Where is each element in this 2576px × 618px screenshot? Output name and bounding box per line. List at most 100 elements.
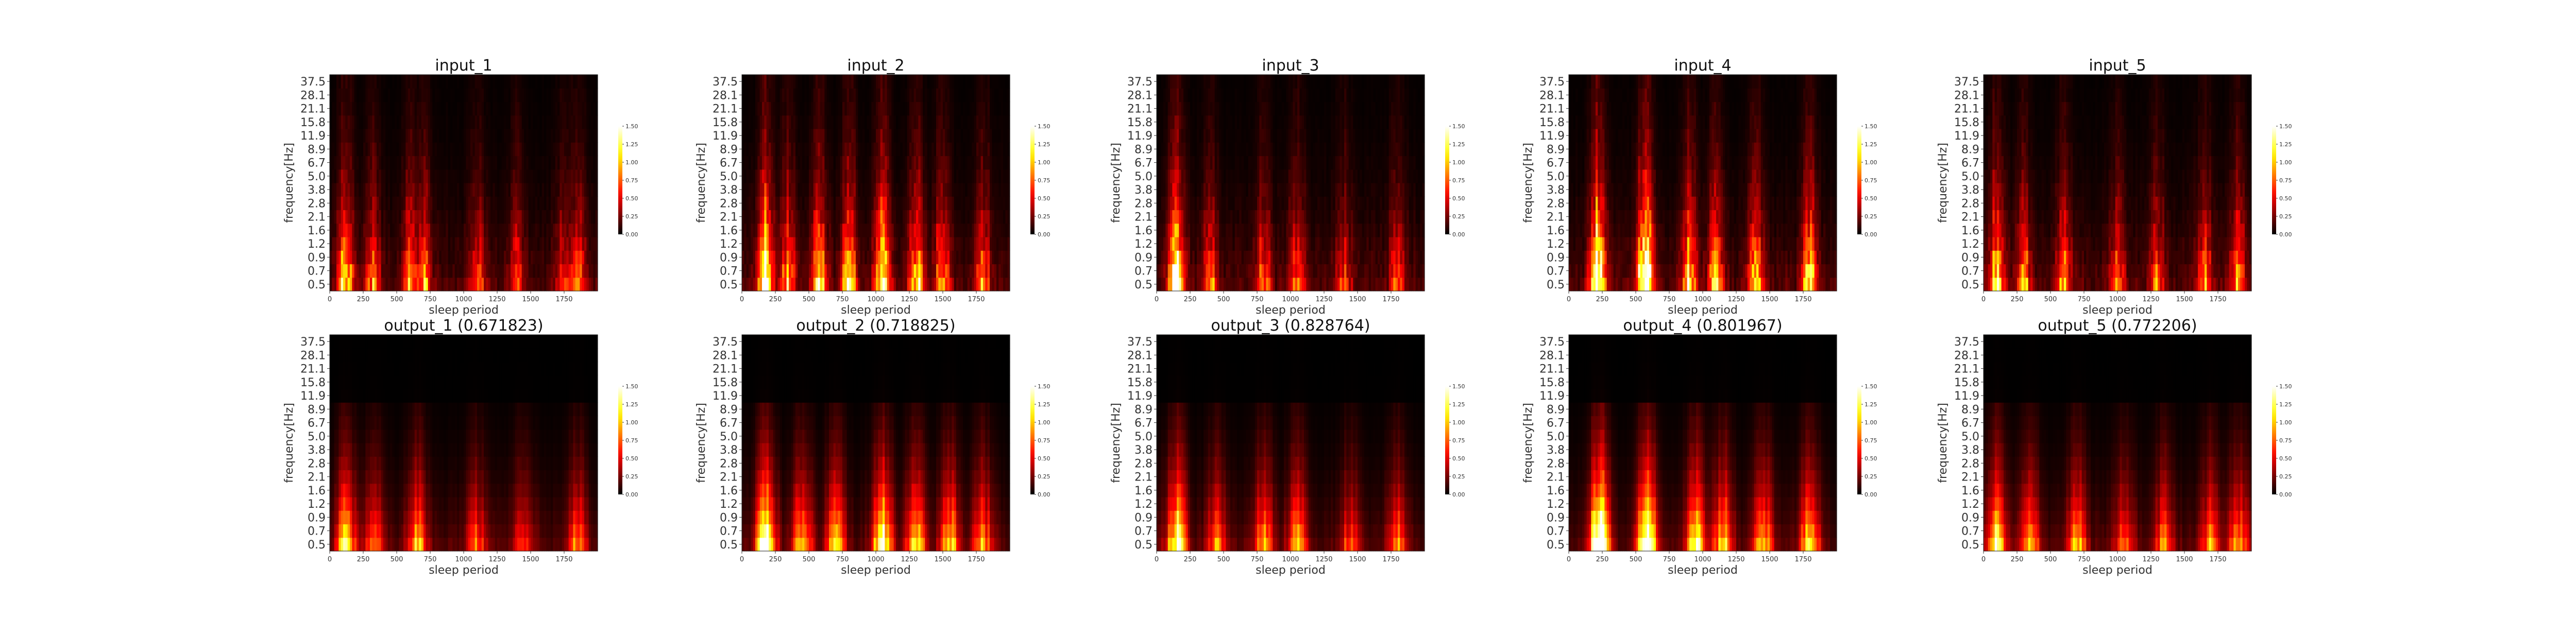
- heatmap-cell: [789, 183, 791, 197]
- heatmap-cell: [985, 250, 988, 265]
- heatmap-cell: [397, 237, 399, 251]
- heatmap-cell: [580, 277, 583, 291]
- heatmap-cell: [818, 75, 821, 89]
- heatmap-cell: [446, 142, 449, 157]
- heatmap-cell: [746, 264, 749, 278]
- heatmap-cell: [1206, 115, 1209, 129]
- heatmap-cell: [421, 223, 424, 237]
- heatmap-cell: [535, 129, 538, 143]
- heatmap-cell: [1157, 250, 1159, 265]
- colorbar-tick-label: 1.25: [1038, 141, 1050, 148]
- heatmap-cell: [513, 237, 516, 251]
- heatmap-cell: [562, 129, 565, 143]
- y-tick-label: 2.8: [308, 197, 326, 210]
- heatmap-cell: [564, 183, 567, 197]
- heatmap-cell: [923, 223, 925, 237]
- heatmap-cell: [454, 88, 457, 102]
- heatmap-cell: [564, 129, 567, 143]
- heatmap-cell: [853, 169, 856, 183]
- heatmap-cell: [826, 250, 829, 265]
- heatmap-cell: [1188, 129, 1191, 143]
- heatmap-cell: [742, 237, 744, 251]
- heatmap-cell: [551, 277, 553, 291]
- heatmap-cell: [762, 169, 765, 183]
- heatmap-cell: [434, 183, 437, 197]
- heatmap-cell: [851, 129, 854, 143]
- heatmap-cell: [1185, 183, 1189, 197]
- heatmap-cell: [846, 156, 850, 170]
- heatmap-cell: [432, 101, 435, 116]
- heatmap-cell: [593, 210, 596, 224]
- heatmap-cell: [806, 156, 809, 170]
- heatmap-cell: [345, 142, 348, 157]
- heatmap-cell: [742, 88, 744, 102]
- heatmap-cell: [746, 250, 749, 265]
- heatmap-cell: [1284, 88, 1286, 102]
- heatmap-cell: [470, 129, 473, 143]
- heatmap-cell: [813, 129, 816, 143]
- heatmap-cell: [974, 264, 977, 278]
- heatmap-cell: [521, 75, 524, 89]
- heatmap-cell: [352, 210, 355, 224]
- heatmap-cell: [800, 129, 803, 143]
- heatmap-cell: [332, 115, 335, 129]
- heatmap-cell: [844, 277, 848, 291]
- heatmap-cell: [1270, 237, 1273, 251]
- heatmap-cell: [822, 250, 825, 265]
- heatmap-cell: [521, 183, 524, 197]
- heatmap-cell: [920, 75, 923, 89]
- heatmap-cell: [952, 169, 955, 183]
- y-tick-label: 21.1: [713, 103, 738, 116]
- heatmap-cell: [578, 129, 580, 143]
- heatmap-cell: [789, 129, 791, 143]
- heatmap-cell: [459, 264, 462, 278]
- y-axis-label: frequency[Hz]: [695, 143, 708, 223]
- heatmap-cell: [1273, 237, 1276, 251]
- heatmap-cell: [976, 142, 979, 157]
- heatmap-cell: [978, 223, 981, 237]
- heatmap-cell: [1172, 196, 1175, 211]
- heatmap-cell: [753, 223, 756, 237]
- heatmap-cell: [1284, 277, 1286, 291]
- heatmap-cell: [454, 196, 457, 211]
- heatmap-cell: [829, 196, 832, 211]
- heatmap-cell: [472, 115, 476, 129]
- heatmap-cell: [911, 88, 914, 102]
- heatmap-cell: [891, 237, 894, 251]
- heatmap-cell: [1270, 277, 1273, 291]
- heatmap-cell: [454, 129, 457, 143]
- heatmap-cell: [430, 196, 433, 211]
- heatmap-cell: [1270, 169, 1273, 183]
- heatmap-cell: [1161, 183, 1164, 197]
- heatmap-cell: [903, 264, 905, 278]
- heatmap-cell: [450, 277, 453, 291]
- heatmap-cell: [468, 210, 471, 224]
- heatmap-cell: [896, 264, 899, 278]
- heatmap-cell: [568, 250, 571, 265]
- heatmap-cell: [789, 223, 791, 237]
- heatmap-cell: [575, 142, 578, 157]
- heatmap-cell: [800, 264, 803, 278]
- x-tick-label: 1250: [488, 296, 505, 303]
- heatmap-cell: [771, 210, 774, 224]
- heatmap-cell: [963, 169, 965, 183]
- heatmap-cell: [504, 237, 506, 251]
- colorbar-tick-label: 1.50: [625, 123, 638, 130]
- heatmap-cell: [898, 88, 901, 102]
- heatmap-cell: [484, 223, 486, 237]
- heatmap-cell: [1224, 210, 1226, 224]
- heatmap-cell: [842, 183, 845, 197]
- heatmap-cell: [374, 196, 377, 211]
- heatmap-cell: [377, 264, 379, 278]
- heatmap-cell: [1204, 156, 1206, 170]
- heatmap-cell: [593, 169, 596, 183]
- heatmap-cell: [1212, 277, 1215, 291]
- heatmap-cell: [1003, 223, 1006, 237]
- heatmap-cell: [501, 196, 504, 211]
- heatmap-cell: [1264, 75, 1266, 89]
- heatmap-cell: [379, 277, 382, 291]
- heatmap-cell: [811, 264, 814, 278]
- heatmap-cell: [501, 223, 504, 237]
- heatmap-cell: [504, 210, 506, 224]
- heatmap-cell: [1291, 183, 1293, 197]
